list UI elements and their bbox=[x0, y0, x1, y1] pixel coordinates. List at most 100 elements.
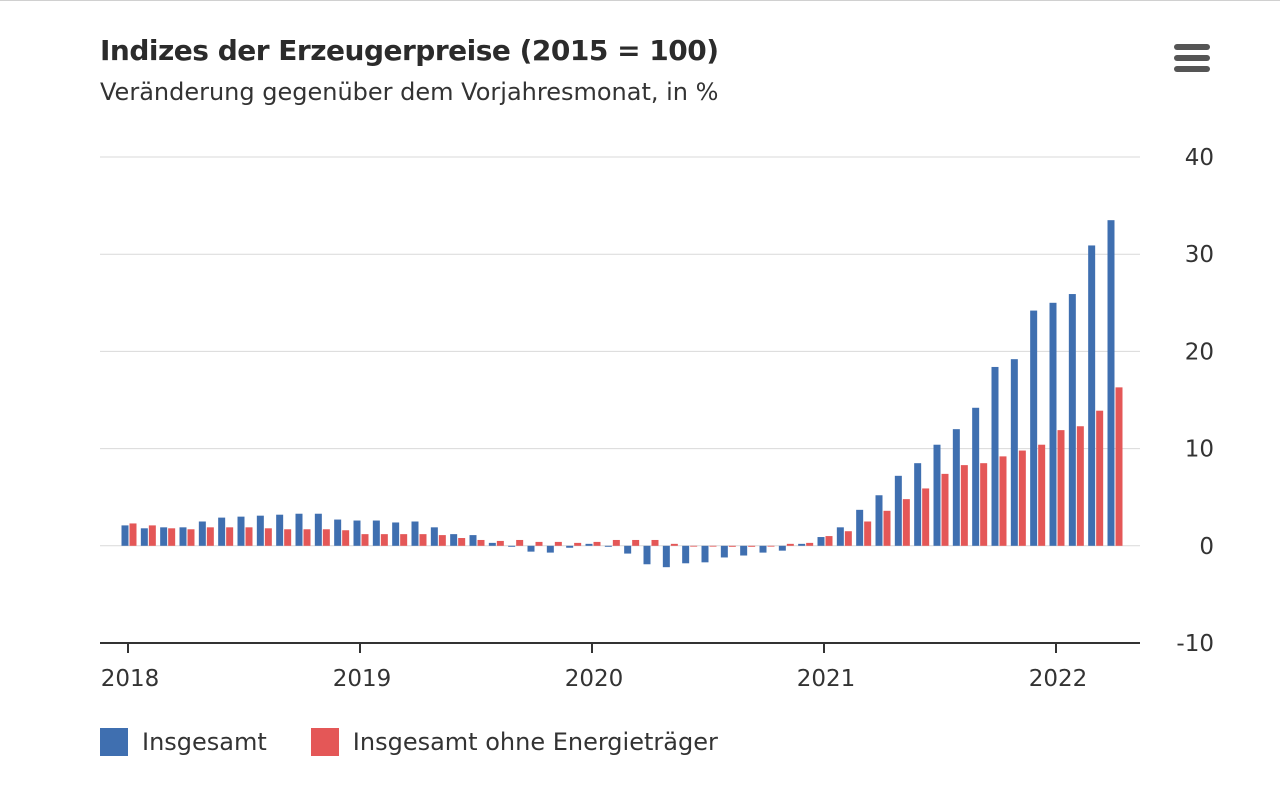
bar-ohne-energie-2018-01[interactable] bbox=[129, 523, 137, 546]
bar-ohne-energie-2019-06[interactable] bbox=[458, 538, 466, 546]
bar-ohne-energie-2018-03[interactable] bbox=[168, 528, 176, 546]
bar-insgesamt-2020-12[interactable] bbox=[798, 543, 806, 546]
bar-ohne-energie-2020-05[interactable] bbox=[670, 543, 678, 546]
bar-insgesamt-2021-12[interactable] bbox=[1030, 310, 1038, 546]
bar-insgesamt-2021-05[interactable] bbox=[894, 475, 902, 546]
bar-insgesamt-2019-08[interactable] bbox=[488, 542, 496, 546]
bar-ohne-energie-2018-12[interactable] bbox=[342, 530, 350, 546]
bar-ohne-energie-2019-10[interactable] bbox=[535, 541, 543, 546]
bar-insgesamt-2018-07[interactable] bbox=[237, 516, 245, 546]
bar-ohne-energie-2022-04[interactable] bbox=[1115, 387, 1123, 546]
bar-ohne-energie-2022-01[interactable] bbox=[1057, 430, 1065, 546]
bar-insgesamt-2018-08[interactable] bbox=[256, 515, 264, 546]
bar-ohne-energie-2019-11[interactable] bbox=[554, 541, 562, 546]
bar-insgesamt-2022-03[interactable] bbox=[1088, 245, 1096, 546]
bar-ohne-energie-2022-03[interactable] bbox=[1096, 410, 1104, 546]
bar-ohne-energie-2020-02[interactable] bbox=[612, 539, 620, 546]
bar-ohne-energie-2021-09[interactable] bbox=[980, 463, 988, 546]
bar-ohne-energie-2021-05[interactable] bbox=[902, 499, 910, 546]
bar-insgesamt-2020-03[interactable] bbox=[624, 545, 632, 554]
bar-insgesamt-2020-08[interactable] bbox=[720, 545, 728, 558]
bar-ohne-energie-2018-05[interactable] bbox=[206, 527, 214, 546]
bar-insgesamt-2020-04[interactable] bbox=[643, 545, 651, 565]
bar-insgesamt-2020-05[interactable] bbox=[662, 545, 670, 568]
bar-ohne-energie-2019-03[interactable] bbox=[400, 534, 408, 546]
legend-item-ohne-energietraeger[interactable]: Insgesamt ohne Energieträger bbox=[310, 728, 718, 756]
bar-ohne-energie-2018-07[interactable] bbox=[245, 527, 253, 546]
bar-insgesamt-2019-01[interactable] bbox=[353, 520, 361, 546]
bar-ohne-energie-2018-04[interactable] bbox=[187, 529, 195, 546]
bar-insgesamt-2019-06[interactable] bbox=[450, 534, 458, 546]
bar-ohne-energie-2020-06[interactable] bbox=[690, 545, 698, 547]
bar-ohne-energie-2021-11[interactable] bbox=[1018, 450, 1026, 546]
bar-insgesamt-2019-03[interactable] bbox=[392, 522, 400, 546]
bar-ohne-energie-2020-11[interactable] bbox=[786, 543, 794, 546]
bar-insgesamt-2018-04[interactable] bbox=[179, 527, 187, 546]
bar-ohne-energie-2021-06[interactable] bbox=[922, 488, 930, 546]
bar-ohne-energie-2019-04[interactable] bbox=[419, 534, 427, 546]
bar-insgesamt-2020-11[interactable] bbox=[778, 545, 786, 551]
bar-insgesamt-2019-07[interactable] bbox=[469, 535, 477, 546]
bar-ohne-energie-2019-02[interactable] bbox=[380, 534, 388, 546]
bar-ohne-energie-2018-11[interactable] bbox=[322, 529, 330, 546]
bar-ohne-energie-2020-04[interactable] bbox=[651, 539, 659, 546]
bar-insgesamt-2018-05[interactable] bbox=[198, 521, 206, 546]
bar-insgesamt-2019-11[interactable] bbox=[546, 545, 554, 553]
bar-insgesamt-2018-11[interactable] bbox=[314, 513, 322, 546]
bar-ohne-energie-2019-07[interactable] bbox=[477, 539, 485, 546]
bar-insgesamt-2020-06[interactable] bbox=[682, 545, 690, 564]
bar-insgesamt-2020-02[interactable] bbox=[604, 545, 612, 547]
bar-ohne-energie-2019-05[interactable] bbox=[438, 535, 446, 546]
bar-insgesamt-2019-12[interactable] bbox=[566, 545, 574, 548]
bar-insgesamt-2018-01[interactable] bbox=[121, 525, 129, 546]
bar-insgesamt-2019-02[interactable] bbox=[372, 520, 380, 546]
bar-ohne-energie-2019-01[interactable] bbox=[361, 534, 369, 546]
bar-ohne-energie-2020-12[interactable] bbox=[806, 542, 814, 546]
bar-insgesamt-2018-10[interactable] bbox=[295, 513, 303, 546]
bar-ohne-energie-2021-12[interactable] bbox=[1038, 444, 1046, 546]
bar-insgesamt-2021-11[interactable] bbox=[1010, 359, 1018, 546]
bar-ohne-energie-2022-02[interactable] bbox=[1076, 426, 1084, 546]
bar-ohne-energie-2019-09[interactable] bbox=[516, 539, 524, 546]
bar-insgesamt-2019-09[interactable] bbox=[508, 545, 516, 547]
bar-insgesamt-2021-02[interactable] bbox=[836, 527, 844, 546]
bar-insgesamt-2022-01[interactable] bbox=[1049, 302, 1057, 546]
bar-ohne-energie-2020-07[interactable] bbox=[709, 545, 717, 547]
bar-insgesamt-2018-03[interactable] bbox=[160, 527, 168, 546]
bar-ohne-energie-2020-09[interactable] bbox=[748, 545, 756, 547]
bar-ohne-energie-2020-08[interactable] bbox=[728, 545, 736, 547]
bar-insgesamt-2021-09[interactable] bbox=[972, 407, 980, 546]
bar-insgesamt-2022-02[interactable] bbox=[1068, 294, 1076, 546]
bar-insgesamt-2019-10[interactable] bbox=[527, 545, 535, 552]
legend-item-insgesamt[interactable]: Insgesamt bbox=[100, 728, 267, 756]
bar-insgesamt-2020-10[interactable] bbox=[759, 545, 767, 553]
bar-ohne-energie-2021-02[interactable] bbox=[844, 531, 852, 546]
bar-ohne-energie-2021-04[interactable] bbox=[883, 510, 891, 546]
bar-ohne-energie-2018-02[interactable] bbox=[148, 525, 156, 546]
bar-insgesamt-2020-09[interactable] bbox=[740, 545, 748, 556]
bar-insgesamt-2018-02[interactable] bbox=[140, 528, 148, 546]
bar-ohne-energie-2021-01[interactable] bbox=[825, 536, 833, 546]
bar-ohne-energie-2021-03[interactable] bbox=[864, 521, 872, 546]
bar-insgesamt-2019-04[interactable] bbox=[411, 521, 419, 546]
bar-insgesamt-2021-08[interactable] bbox=[952, 429, 960, 546]
bar-ohne-energie-2018-10[interactable] bbox=[303, 529, 311, 546]
bar-ohne-energie-2018-06[interactable] bbox=[226, 527, 234, 546]
bar-insgesamt-2021-06[interactable] bbox=[914, 463, 922, 546]
hamburger-menu-icon[interactable] bbox=[1170, 40, 1214, 76]
bar-ohne-energie-2020-01[interactable] bbox=[593, 541, 601, 546]
bar-insgesamt-2021-01[interactable] bbox=[817, 537, 825, 546]
bar-insgesamt-2021-03[interactable] bbox=[856, 509, 864, 546]
bar-insgesamt-2022-04[interactable] bbox=[1107, 220, 1115, 546]
bar-insgesamt-2021-07[interactable] bbox=[933, 444, 941, 546]
bar-insgesamt-2018-12[interactable] bbox=[334, 519, 342, 546]
bar-insgesamt-2019-05[interactable] bbox=[430, 527, 438, 546]
bar-ohne-energie-2018-08[interactable] bbox=[264, 528, 272, 546]
bar-ohne-energie-2020-10[interactable] bbox=[767, 545, 775, 547]
bar-insgesamt-2018-09[interactable] bbox=[276, 514, 284, 546]
bar-ohne-energie-2018-09[interactable] bbox=[284, 529, 292, 546]
bar-insgesamt-2021-10[interactable] bbox=[991, 366, 999, 546]
bar-insgesamt-2020-01[interactable] bbox=[585, 543, 593, 546]
bar-ohne-energie-2021-07[interactable] bbox=[941, 473, 949, 546]
bar-insgesamt-2020-07[interactable] bbox=[701, 545, 709, 563]
